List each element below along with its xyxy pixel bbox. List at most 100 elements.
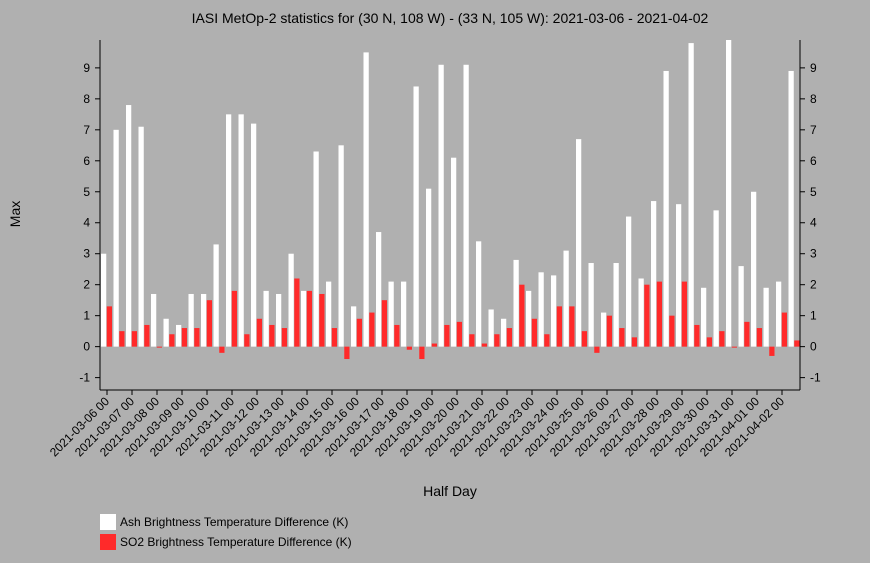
so2-bar [369,312,375,347]
ash-bar [201,293,207,347]
so2-bar [256,318,262,347]
y-tick-label-right: 4 [810,216,817,230]
ash-bar [476,241,482,347]
so2-bar [106,306,112,347]
so2-bar [331,328,337,347]
ash-bar [226,114,232,347]
so2-bar [219,346,225,353]
ash-bar [688,43,694,347]
so2-bar [494,334,500,347]
ash-bar [576,139,582,347]
so2-bar [719,331,725,347]
so2-bar [381,300,387,347]
so2-bar [581,331,587,347]
so2-bar [694,324,700,347]
so2-bar [481,343,487,347]
ash-bar [651,201,657,347]
legend-label-so2: SO2 Brightness Temperature Difference (K… [120,535,352,549]
so2-bar [319,293,325,347]
ash-bar [763,287,769,347]
so2-bar [656,281,662,347]
ash-bar [438,64,444,347]
ash-bar [638,278,644,347]
y-tick-label-right: -1 [810,371,821,385]
ash-bar [138,126,144,347]
ash-bar [526,290,532,347]
legend-item-ash: Ash Brightness Temperature Difference (K… [100,512,352,532]
so2-bar [156,346,162,348]
ash-bar [101,253,107,347]
so2-bar [469,334,475,347]
so2-bar [244,334,250,347]
y-tick-label-left: 1 [83,309,90,323]
so2-bar [631,337,637,347]
ash-bar [376,232,382,347]
so2-bar [531,318,537,347]
y-tick-label-left: 3 [83,247,90,261]
so2-bar [731,346,737,348]
y-tick-label-right: 3 [810,247,817,261]
ash-bar [276,293,282,347]
y-tick-label-left: 9 [83,61,90,75]
so2-bar [769,346,775,356]
so2-bar [206,300,212,347]
ash-bar [588,263,594,347]
ash-bar [626,216,632,347]
y-tick-label-right: 0 [810,340,817,354]
ash-bar [751,191,757,347]
ash-bar [726,40,732,347]
so2-bar [619,328,625,347]
so2-bar [669,315,675,347]
so2-bar [419,346,425,360]
so2-bar [756,328,762,347]
y-tick-label-left: 2 [83,278,90,292]
ash-bar [263,290,269,347]
ash-bar [126,105,132,347]
so2-bar [131,331,137,347]
ash-bar [388,281,394,347]
so2-bar [444,324,450,347]
ash-bar [151,293,157,347]
so2-bar [706,337,712,347]
ash-bar [776,281,782,347]
ash-bar [413,86,419,347]
so2-bar [169,334,175,347]
legend-item-so2: SO2 Brightness Temperature Difference (K… [100,532,352,552]
so2-bar [544,334,550,347]
y-tick-label-left: 7 [83,123,90,137]
so2-bar [281,328,287,347]
ash-bar [338,145,344,347]
ash-bar [676,204,682,347]
legend-label-ash: Ash Brightness Temperature Difference (K… [120,515,349,529]
ash-bar [163,318,169,347]
y-tick-label-right: 1 [810,309,817,323]
so2-bar [119,331,125,347]
ash-bar [351,306,357,347]
ash-bar [288,253,294,347]
ash-bar [713,210,719,347]
ash-bar [613,263,619,347]
ash-bar [213,244,219,347]
legend-swatch-so2 [100,534,116,550]
ash-bar [701,287,707,347]
ash-bar [451,157,457,347]
ash-bar [238,114,244,347]
x-axis-label: Half Day [423,483,477,499]
ash-bar [663,70,669,347]
so2-bar [794,340,800,347]
ash-bar [563,250,569,347]
so2-bar [269,324,275,347]
y-tick-label-left: 8 [83,92,90,106]
so2-bar [456,321,462,347]
so2-bar [744,321,750,347]
y-tick-label-right: 7 [810,123,817,137]
so2-bar [556,306,562,347]
y-tick-label-right: 9 [810,61,817,75]
legend-swatch-ash [100,514,116,530]
ash-bar [401,281,407,347]
so2-bar [231,290,237,347]
y-tick-label-right: 6 [810,154,817,168]
so2-bar [606,315,612,347]
